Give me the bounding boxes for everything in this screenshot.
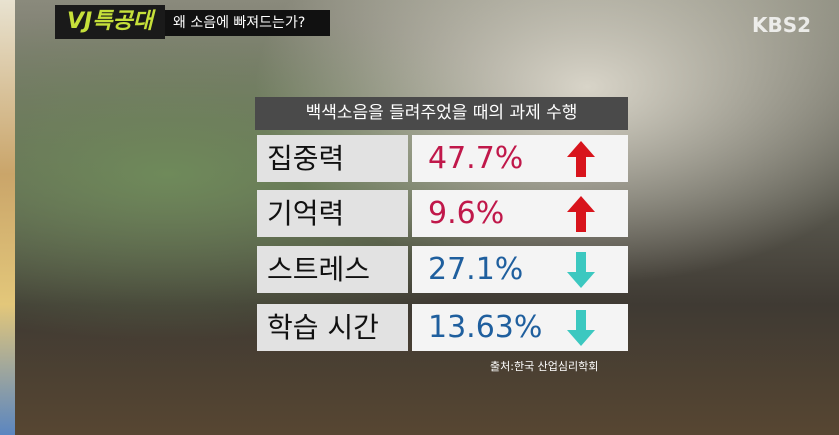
- down-arrow: [566, 250, 596, 290]
- up-arrow: [566, 194, 596, 234]
- table-title: 백색소음을 들려주었을 때의 과제 수행: [255, 97, 628, 130]
- image-edge: [0, 0, 15, 435]
- source: 출처:한국 산업심리학회: [490, 358, 598, 374]
- row-label: 스트레스: [257, 246, 408, 293]
- row-label: 기억력: [257, 190, 408, 237]
- screenshot: VJ특공대 왜 소음에 빠져드는가? KBS2 백색소음을 들려주었을 때의 과…: [0, 0, 839, 435]
- down-arrow: [566, 308, 596, 348]
- logo: VJ특공대: [55, 5, 165, 39]
- row-label: 학습 시간: [257, 304, 408, 351]
- channel-logo: KBS2: [752, 13, 811, 37]
- subtitle: 왜 소음에 빠져드는가?: [165, 10, 330, 36]
- row-label: 집중력: [257, 135, 408, 182]
- up-arrow: [566, 139, 596, 179]
